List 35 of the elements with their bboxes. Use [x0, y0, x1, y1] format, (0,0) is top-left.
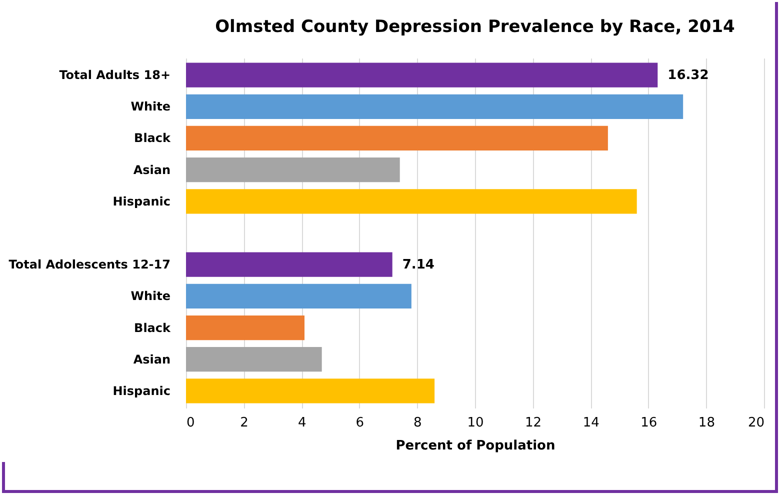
y-tick-label: Black — [134, 131, 172, 146]
bar — [186, 378, 435, 404]
bar — [186, 158, 400, 182]
bar — [186, 347, 322, 372]
data-label: 7.14 — [402, 258, 434, 273]
y-tick-label: Asian — [133, 162, 170, 177]
x-tick-label: 6 — [356, 416, 364, 430]
x-tick-label: 4 — [298, 416, 306, 430]
bar — [186, 126, 608, 151]
y-tick-label: Hispanic — [112, 194, 170, 208]
bar — [186, 94, 684, 119]
y-tick-label: Total Adults 18+ — [59, 68, 170, 82]
bar — [186, 315, 304, 340]
bar — [186, 189, 637, 214]
bar — [186, 252, 392, 277]
chart-title: Olmsted County Depression Prevalence by Race, 2014 — [215, 17, 736, 37]
y-tick-label: White — [130, 100, 170, 114]
y-tick-label: Hispanic — [112, 384, 170, 398]
x-tick-label: 16 — [640, 416, 658, 430]
x-tick-label: 18 — [698, 416, 715, 430]
x-axis-title: Percent of Population — [396, 438, 556, 454]
data-label: 16.32 — [668, 68, 709, 84]
bar — [186, 284, 412, 308]
y-tick-label: Black — [134, 320, 172, 335]
bar — [186, 62, 658, 88]
y-tick-label: Total Adolescents 12-17 — [8, 258, 170, 272]
x-tick-label: 10 — [467, 416, 484, 430]
x-tick-label: 20 — [748, 416, 764, 430]
x-tick-label: 2 — [240, 416, 248, 430]
y-tick-label: White — [130, 289, 170, 304]
y-tick-label: Asian — [133, 352, 170, 366]
x-tick-label: 14 — [582, 416, 600, 430]
x-tick-label: 8 — [414, 416, 422, 430]
x-tick-label: 12 — [525, 416, 542, 430]
x-tick-label: 0 — [186, 416, 195, 430]
